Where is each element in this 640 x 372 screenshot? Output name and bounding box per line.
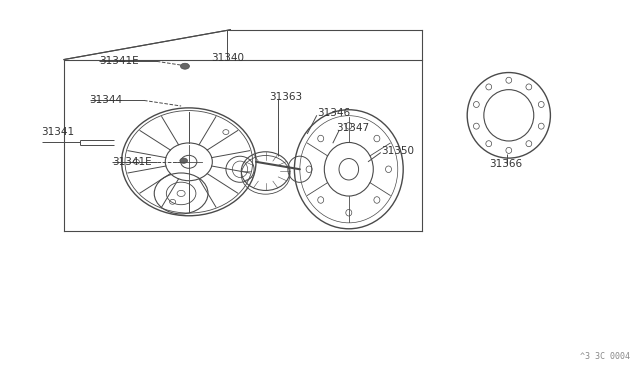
- Text: 31350: 31350: [381, 146, 414, 155]
- Text: 31346: 31346: [317, 109, 350, 118]
- Text: 31341E: 31341E: [99, 57, 139, 66]
- Text: 31341E: 31341E: [112, 157, 152, 167]
- Text: 31344: 31344: [90, 96, 123, 105]
- Text: 31347: 31347: [336, 124, 369, 133]
- Text: 31366: 31366: [489, 159, 522, 169]
- Text: 31363: 31363: [269, 92, 302, 102]
- Text: 31341: 31341: [42, 127, 75, 137]
- Ellipse shape: [180, 158, 188, 163]
- Text: ^3 3C 0004: ^3 3C 0004: [580, 352, 630, 361]
- Ellipse shape: [180, 63, 189, 69]
- Text: 31340: 31340: [211, 53, 244, 62]
